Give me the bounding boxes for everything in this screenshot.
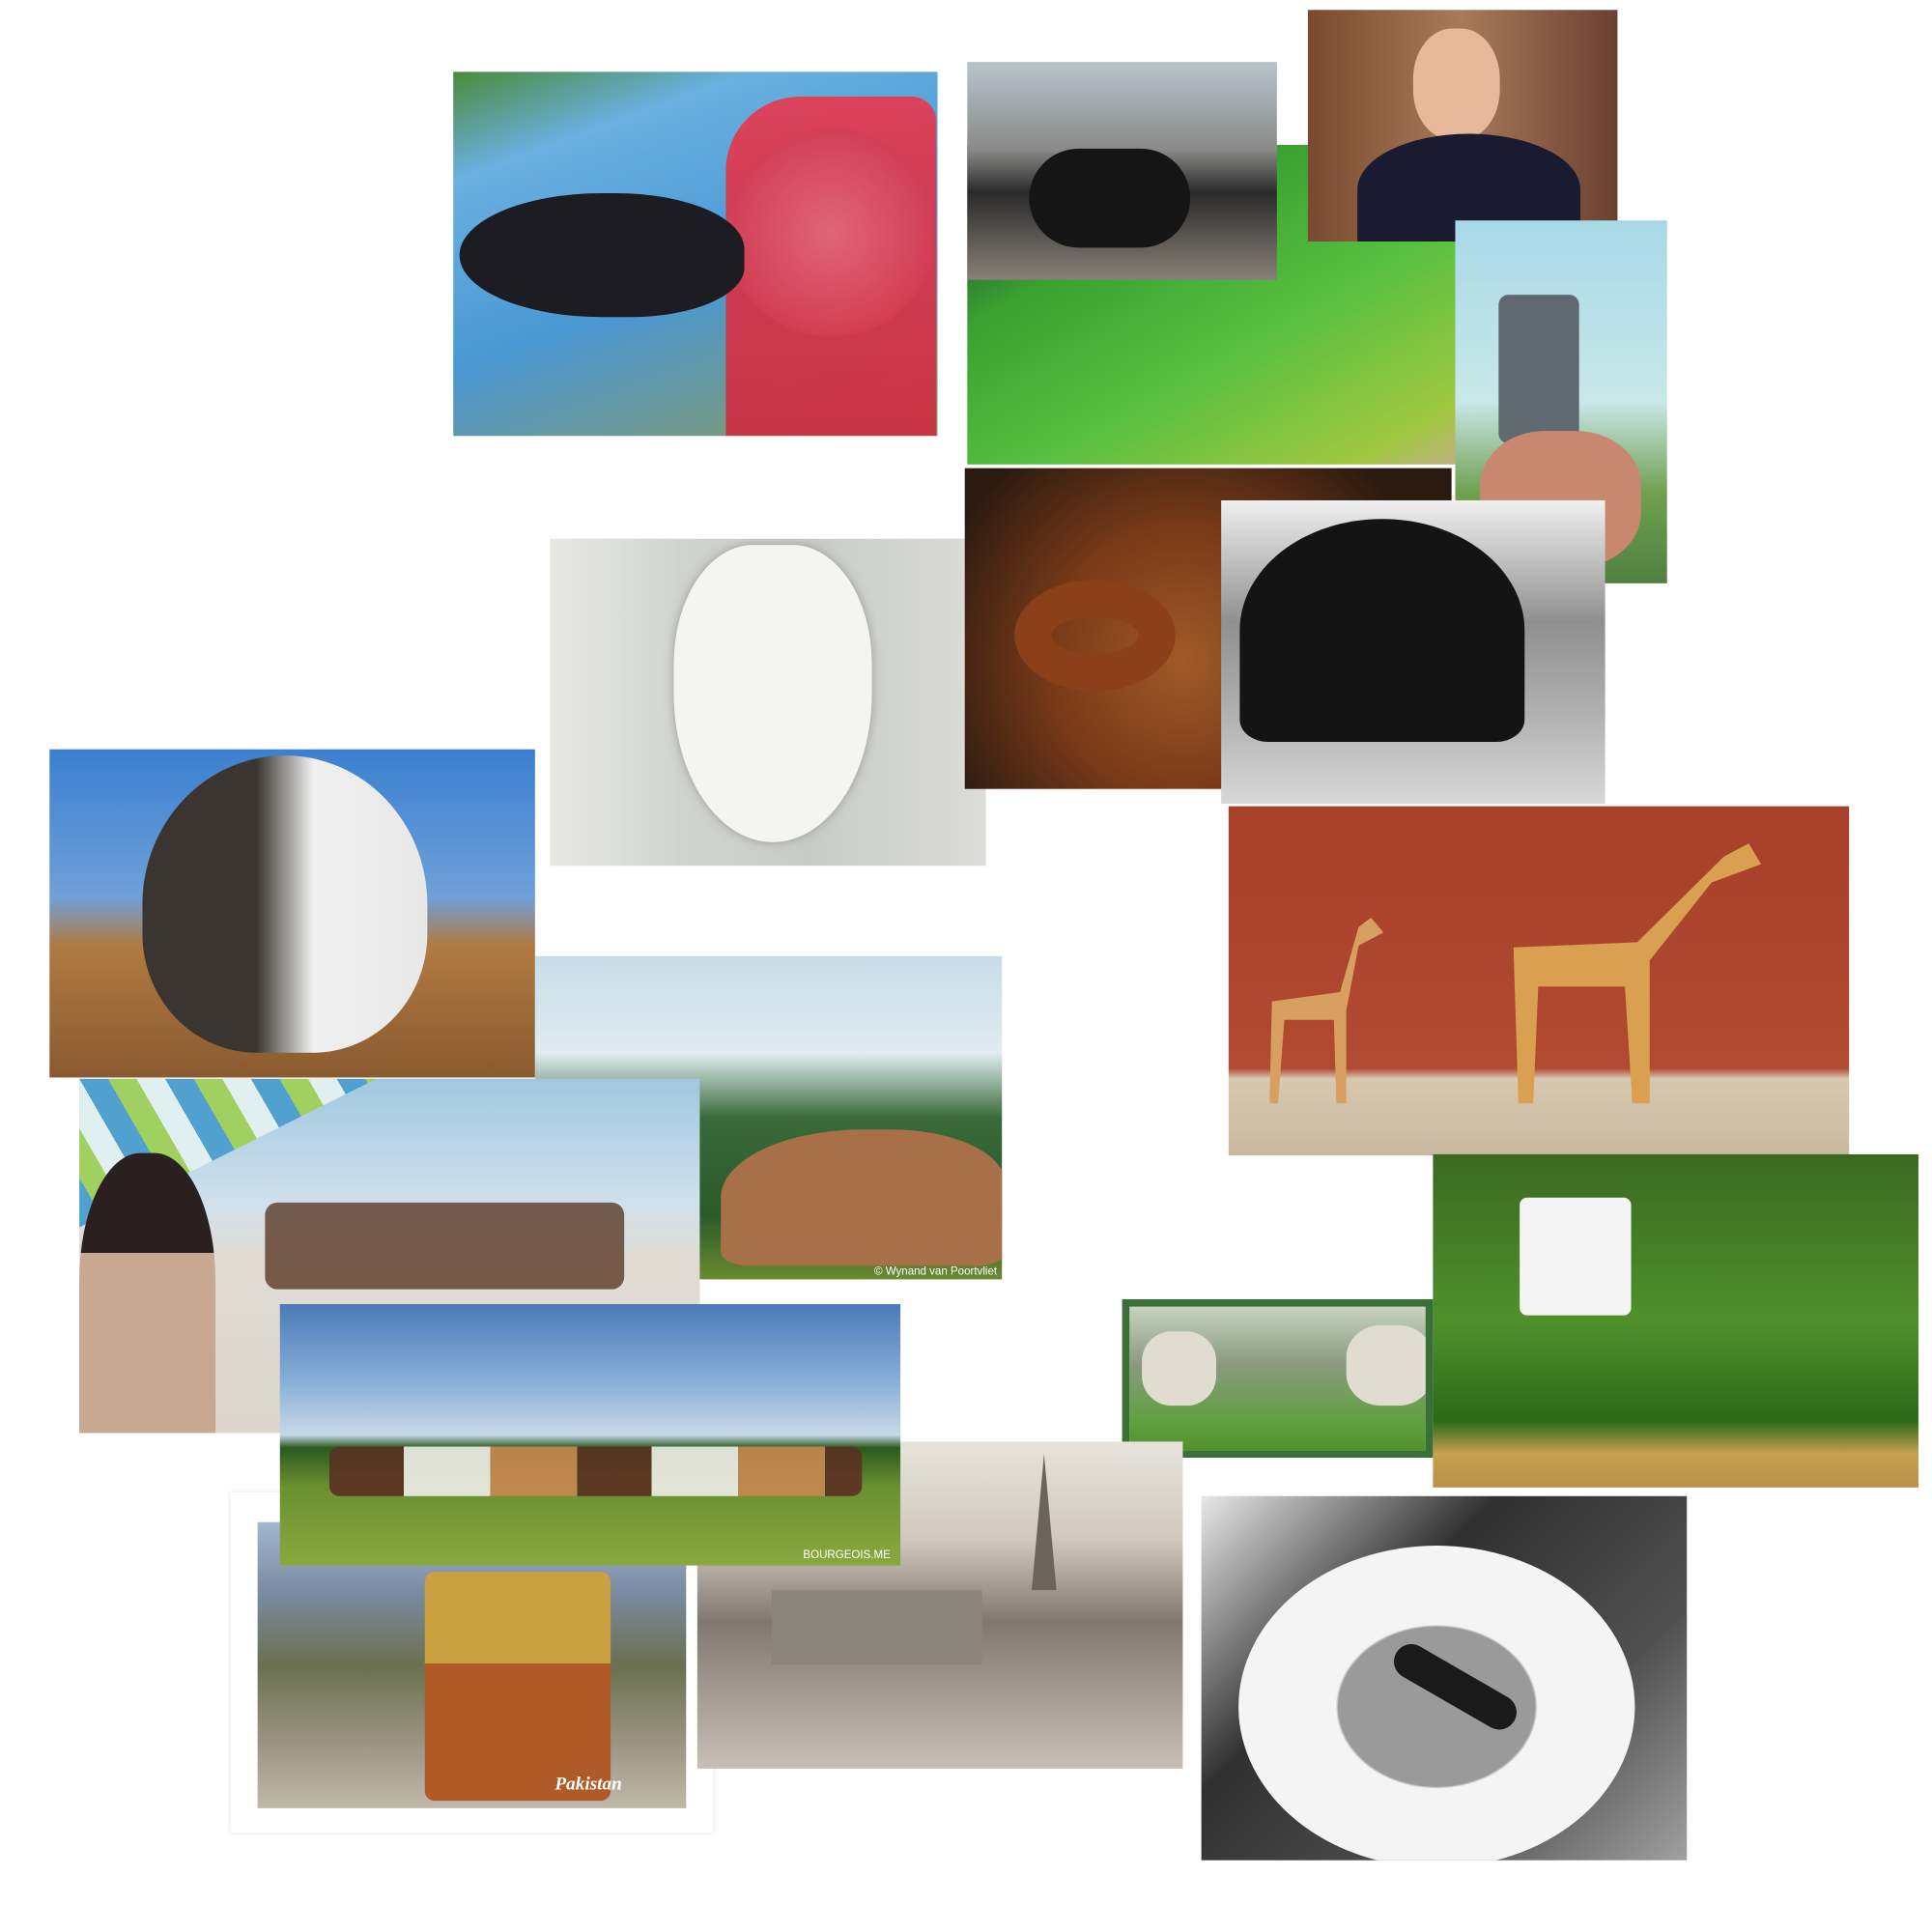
photo-motorcycles [967,62,1277,280]
cistern [1520,1197,1632,1316]
donut [1014,580,1176,692]
sheep [1142,1331,1217,1406]
truck-caption: Pakistan [554,1775,622,1795]
photo-sheep [1122,1298,1434,1459]
photo-garden-toilet [1433,1153,1918,1488]
photo-man [1307,10,1618,242]
photo-umbrella [1221,499,1605,805]
photo-truck: Pakistan [257,1521,687,1808]
photo-bathroom-toilet [550,538,986,867]
motorcycle [1029,148,1191,248]
photo-horses-field: BOURGEOIS.ME [279,1304,901,1566]
church-spire [1031,1454,1057,1591]
face [1412,28,1500,140]
horses [265,1202,625,1290]
person [79,1152,216,1434]
toilet [673,545,872,842]
giraffe-large [1513,843,1762,1104]
phone [1498,295,1579,443]
cow [721,1129,1003,1266]
truck [424,1571,611,1802]
horses [329,1446,863,1496]
photo-cat-desk [49,749,535,1078]
tram [771,1590,982,1665]
photo-credit: BOURGEOIS.ME [803,1548,891,1561]
sheep [1346,1324,1426,1406]
photo-credit: © Wynand van Poortvliet [874,1264,998,1277]
toilet-seat [1238,1546,1635,1861]
tabby-cat [142,755,428,1053]
black-cat [459,193,745,318]
umbrella [1239,519,1525,742]
photo-giraffes [1228,806,1850,1156]
giraffe-small [1269,918,1384,1104]
photo-cat-bench [453,71,938,437]
photo-toilet-brush [1201,1495,1688,1861]
bench-iron [725,97,937,437]
